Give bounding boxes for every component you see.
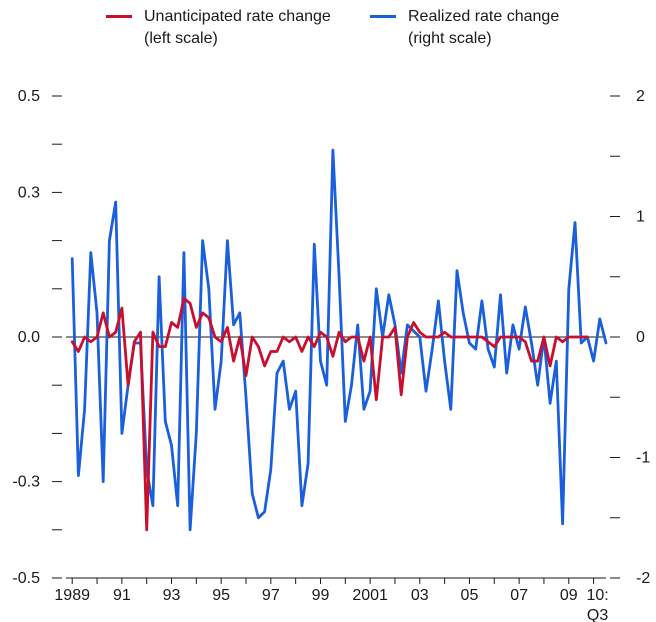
legend-sublabel-left-scale: (left scale) <box>144 30 218 47</box>
series-line-unanticipated <box>70 296 589 532</box>
legend-swatch-blue <box>370 15 396 18</box>
legend-label-realized: Realized rate change <box>408 8 560 25</box>
x-axis-tick-label: 95 <box>212 587 230 604</box>
left-axis-tick-label: -0.5 <box>12 570 40 587</box>
x-axis-tick-label: 2001 <box>352 587 388 604</box>
x-axis-tick-sublabel: Q3 <box>587 607 608 622</box>
right-axis-tick-label: -1 <box>636 450 650 467</box>
left-axis-tick-label: 0.3 <box>18 184 40 201</box>
x-axis-tick-label: 99 <box>312 587 330 604</box>
left-axis-tick-label: 0.0 <box>18 329 40 346</box>
legend-swatch-red <box>106 15 132 18</box>
right-axis-tick-label: 0 <box>636 329 645 346</box>
legend-label-unanticipated: Unanticipated rate change <box>144 8 331 25</box>
series-line-realized <box>70 148 608 532</box>
x-axis-tick-label: 09 <box>560 587 578 604</box>
x-axis-tick-label: 05 <box>461 587 479 604</box>
x-axis-tick-label: 91 <box>113 587 131 604</box>
right-axis-tick-label: 2 <box>636 88 645 105</box>
x-axis-tick-label: 07 <box>510 587 528 604</box>
legend-sublabel-right-scale: (right scale) <box>408 30 492 47</box>
left-axis-tick-label: -0.3 <box>12 474 40 491</box>
right-axis-tick-label: -2 <box>636 570 650 587</box>
left-axis-tick-label: 0.5 <box>18 88 40 105</box>
x-axis-tick-label: 10: <box>586 587 608 604</box>
legend-item-unanticipated: Unanticipated rate change (left scale) <box>106 6 366 56</box>
right-axis-tick-label: 1 <box>636 209 645 226</box>
x-axis-tick-label: 93 <box>163 587 181 604</box>
legend-item-realized: Realized rate change (right scale) <box>370 6 630 56</box>
x-axis-tick-label: 1989 <box>54 587 90 604</box>
x-axis-tick-label: 03 <box>411 587 429 604</box>
x-axis-tick-label: 97 <box>262 587 280 604</box>
